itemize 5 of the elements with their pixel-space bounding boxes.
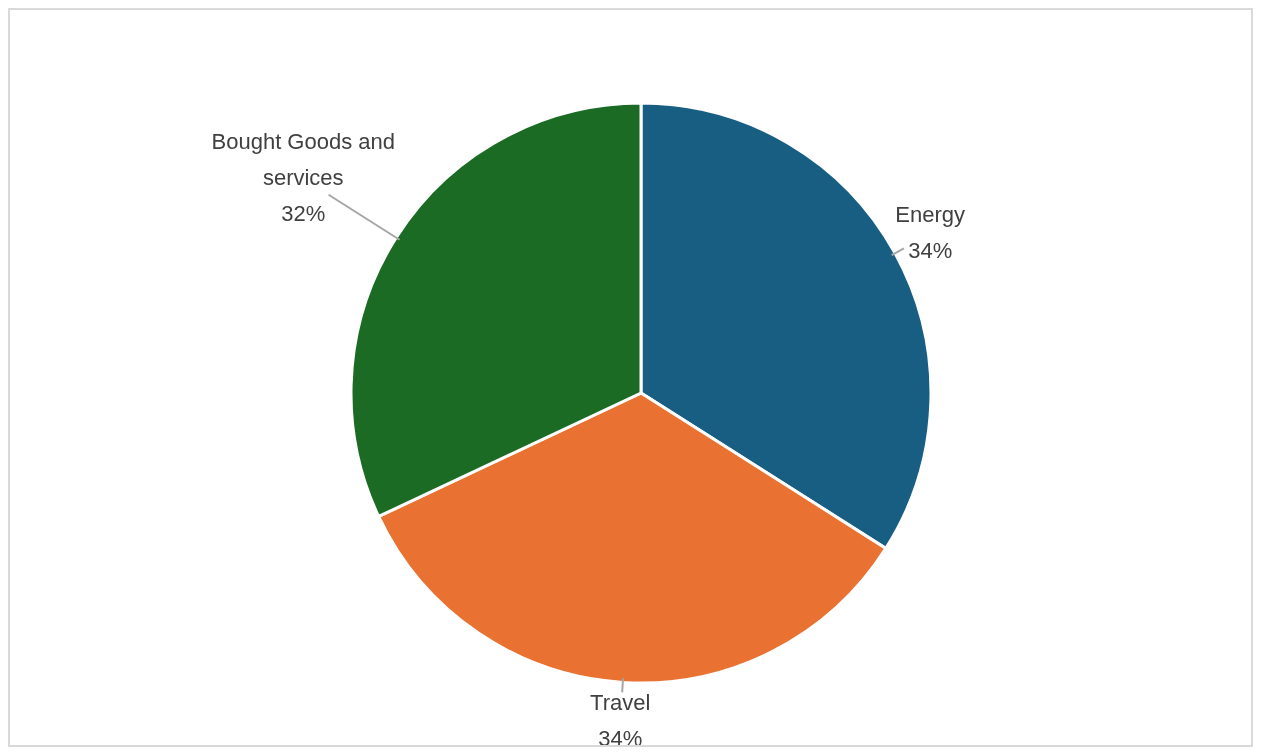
slice-label: Travel [590, 690, 651, 716]
slice-label: Bought Goods and services [211, 128, 396, 190]
data-label: 34% [908, 237, 953, 263]
data-label: 32% [281, 200, 326, 226]
slice-label: Energy [895, 201, 966, 227]
